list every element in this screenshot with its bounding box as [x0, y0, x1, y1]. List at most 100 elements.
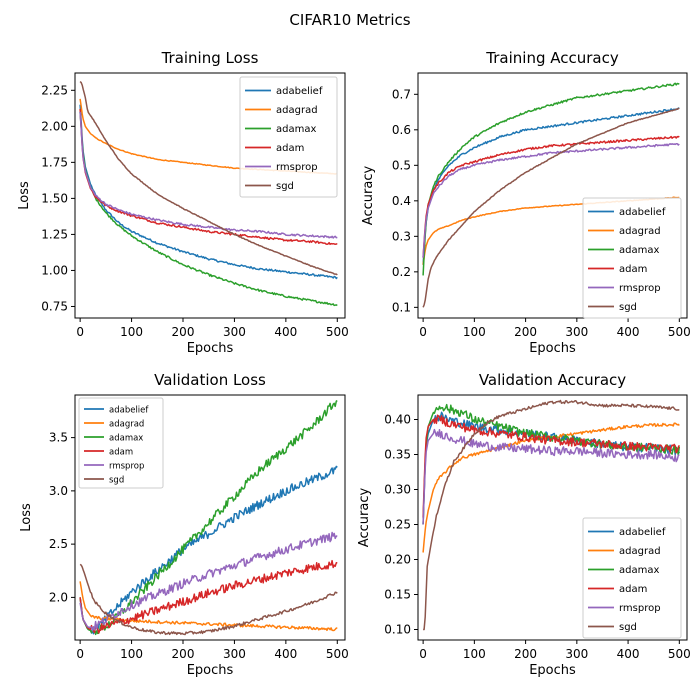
y-axis-label: Loss: [17, 181, 32, 210]
x-tick-label: 400: [274, 647, 297, 661]
legend-label-adagrad: adagrad: [109, 420, 144, 430]
plot-frame: [417, 72, 688, 319]
series-line-rmsprop: [422, 142, 680, 258]
x-tick-label: 200: [514, 647, 537, 661]
legend-label-adabelief: adabelief: [619, 207, 666, 218]
y-tick-label: 0.15: [384, 588, 411, 602]
series-line-sgd: [79, 563, 338, 636]
y-tick-label: 0.75: [41, 299, 68, 313]
x-tick-label: 300: [223, 325, 246, 339]
series-line-adam: [422, 135, 680, 258]
legend: adabelief adagrad adamax adam rmsprop sgd: [582, 197, 682, 319]
legend-label-sgd: sgd: [619, 622, 637, 633]
legend-label-adamax: adamax: [109, 434, 143, 444]
y-tick-label: 0.30: [384, 483, 411, 497]
series-group: [79, 81, 338, 307]
y-tick-label: 3.5: [49, 431, 68, 445]
subplot-title: Validation Accuracy: [479, 371, 626, 389]
y-tick-label: 0.3: [392, 229, 411, 243]
x-tick-label: 500: [668, 647, 691, 661]
legend: adabelief adagrad adamax adam rmsprop sgd: [239, 76, 338, 198]
legend-label-rmsprop: rmsprop: [109, 462, 144, 472]
subplot-title: Training Accuracy: [485, 49, 619, 67]
legend: adabelief adagrad adamax adam rmsprop sgd: [582, 517, 682, 639]
x-axis-label: Epochs: [529, 341, 576, 356]
legend-label-sgd: sgd: [109, 476, 124, 486]
y-tick-label: 0.40: [384, 413, 411, 427]
legend-label-adabelief: adabelief: [276, 86, 323, 97]
legend: adabelief adagrad adamax adam rmsprop sgd: [78, 397, 164, 489]
series-line-sgd: [422, 107, 680, 308]
legend-label-adamax: adamax: [619, 245, 659, 256]
subplot-4: Validation Accuracy 0 100 200 300 400 500 0.10 0…: [357, 371, 691, 678]
x-tick-label: 300: [223, 647, 246, 661]
legend-label-rmsprop: rmsprop: [619, 283, 661, 294]
x-axis-label: Epochs: [529, 663, 576, 678]
x-tick-label: 0: [419, 647, 427, 661]
legend-label-adamax: adamax: [276, 124, 316, 135]
y-tick-label: 0.6: [392, 123, 411, 137]
y-axis-label: Loss: [19, 503, 34, 532]
legend-label-adam: adam: [619, 264, 647, 275]
series-line-adabelief: [422, 411, 680, 525]
x-tick-label: 300: [565, 647, 588, 661]
series-group: [422, 82, 680, 308]
series-group: [79, 399, 338, 636]
x-tick-label: 400: [617, 325, 640, 339]
series-group: [422, 399, 681, 631]
y-tick-label: 2.00: [41, 119, 68, 133]
x-tick-label: 100: [463, 647, 486, 661]
series-line-sgd: [423, 399, 680, 631]
legend-label-adam: adam: [276, 143, 304, 154]
x-tick-label: 100: [120, 647, 143, 661]
y-tick-label: 0.2: [392, 265, 411, 279]
y-tick-label: 0.4: [392, 194, 411, 208]
series-line-adam: [79, 559, 338, 634]
series-line-adabelief: [422, 107, 680, 265]
y-tick-label: 0.1: [392, 300, 411, 314]
y-tick-label: 2.0: [49, 590, 68, 604]
subplot-2: Training Accuracy 0 100 200 300 400 500 0.1 0.2 0…: [361, 49, 691, 356]
x-tick-label: 200: [172, 325, 195, 339]
x-tick-label: 300: [565, 325, 588, 339]
y-tick-label: 0.35: [384, 448, 411, 462]
y-tick-label: 3.0: [49, 484, 68, 498]
x-tick-label: 0: [76, 647, 84, 661]
series-line-sgd: [79, 81, 338, 276]
y-tick-label: 1.00: [41, 263, 68, 277]
legend-label-rmsprop: rmsprop: [619, 603, 661, 614]
x-tick-label: 100: [463, 325, 486, 339]
x-tick-label: 500: [326, 647, 349, 661]
figure-title: CIFAR10 Metrics: [289, 11, 410, 29]
series-line-adam: [422, 414, 680, 518]
legend-label-rmsprop: rmsprop: [276, 162, 318, 173]
plot-frame: [74, 72, 346, 319]
y-tick-label: 0.10: [384, 623, 411, 637]
subplot-title: Training Loss: [161, 49, 259, 67]
x-tick-label: 400: [274, 325, 297, 339]
y-tick-label: 1.50: [41, 191, 68, 205]
legend-label-sgd: sgd: [276, 181, 294, 192]
legend-label-adagrad: adagrad: [619, 226, 661, 237]
x-tick-label: 0: [419, 325, 427, 339]
series-line-adamax: [422, 82, 680, 276]
x-tick-label: 0: [76, 325, 84, 339]
subplot-1: Training Loss 0 100 200 300 400 500 0.75 1.00 1.2…: [17, 49, 349, 356]
legend-label-sgd: sgd: [619, 302, 637, 313]
y-axis-label: Accuracy: [361, 166, 376, 226]
x-axis-label: Epochs: [187, 663, 234, 678]
plot-frame: [417, 394, 688, 641]
y-tick-label: 0.25: [384, 518, 411, 532]
y-tick-label: 2.25: [41, 83, 68, 97]
y-axis-label: Accuracy: [357, 488, 372, 548]
legend-label-adabelief: adabelief: [109, 406, 149, 416]
series-line-adabelief: [79, 465, 338, 635]
y-tick-label: 1.75: [41, 155, 68, 169]
legend-label-adamax: adamax: [619, 565, 659, 576]
y-tick-label: 1.25: [41, 227, 68, 241]
subplot-3: Validation Loss 0 100 200 300 400 500 2.0 2.5 3.0…: [19, 371, 349, 678]
plot-frame: [74, 394, 346, 641]
legend-label-adabelief: adabelief: [619, 527, 666, 538]
legend-label-adagrad: adagrad: [619, 546, 661, 557]
